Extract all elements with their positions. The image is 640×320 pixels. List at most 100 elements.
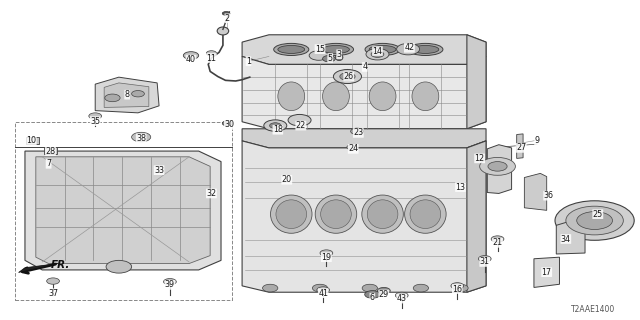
Circle shape <box>89 113 102 119</box>
Text: 1: 1 <box>246 57 251 66</box>
Text: 13: 13 <box>456 183 465 192</box>
Circle shape <box>378 287 390 294</box>
Text: 20: 20 <box>282 175 292 184</box>
Text: 30: 30 <box>224 120 234 130</box>
Circle shape <box>132 91 145 97</box>
Circle shape <box>183 52 198 59</box>
Circle shape <box>222 12 230 15</box>
Text: 15: 15 <box>315 44 325 54</box>
Ellipse shape <box>335 54 343 60</box>
Ellipse shape <box>276 200 307 228</box>
Text: 39: 39 <box>165 280 175 289</box>
Circle shape <box>320 250 333 256</box>
Text: 10: 10 <box>26 136 36 145</box>
Polygon shape <box>36 157 210 264</box>
Polygon shape <box>467 141 486 292</box>
Text: 40: 40 <box>186 55 196 64</box>
Circle shape <box>479 157 515 175</box>
Text: 33: 33 <box>154 166 164 175</box>
Text: 14: 14 <box>372 46 383 56</box>
Polygon shape <box>44 147 57 154</box>
Text: 41: 41 <box>318 289 328 298</box>
Circle shape <box>491 236 504 242</box>
Ellipse shape <box>278 82 305 111</box>
Circle shape <box>47 278 60 284</box>
Polygon shape <box>242 35 486 64</box>
Polygon shape <box>26 137 39 144</box>
Text: 35: 35 <box>90 116 100 126</box>
Text: 26: 26 <box>344 72 354 81</box>
Polygon shape <box>556 220 585 254</box>
Polygon shape <box>25 151 221 270</box>
Polygon shape <box>516 134 523 158</box>
Circle shape <box>206 51 216 56</box>
Text: 19: 19 <box>321 253 332 262</box>
Circle shape <box>106 260 132 273</box>
Polygon shape <box>19 264 58 272</box>
Text: T2AAE1400: T2AAE1400 <box>571 305 615 314</box>
Circle shape <box>577 212 612 229</box>
Circle shape <box>365 291 380 298</box>
Circle shape <box>451 283 464 289</box>
Text: 43: 43 <box>397 294 407 303</box>
Polygon shape <box>487 145 511 194</box>
Text: 23: 23 <box>353 128 364 137</box>
Circle shape <box>397 44 420 55</box>
Ellipse shape <box>367 200 398 228</box>
Text: 16: 16 <box>452 284 462 293</box>
Polygon shape <box>467 35 486 129</box>
Text: 28: 28 <box>45 147 56 156</box>
Text: 37: 37 <box>48 289 58 298</box>
Text: 7: 7 <box>46 159 51 168</box>
Text: 24: 24 <box>348 144 358 153</box>
Circle shape <box>312 284 328 292</box>
Circle shape <box>396 292 408 299</box>
Text: 12: 12 <box>475 154 484 163</box>
Ellipse shape <box>412 82 439 111</box>
Ellipse shape <box>217 27 228 35</box>
Circle shape <box>413 284 429 292</box>
Circle shape <box>347 145 357 150</box>
Ellipse shape <box>365 44 400 55</box>
Ellipse shape <box>321 200 351 228</box>
Polygon shape <box>534 257 559 287</box>
Circle shape <box>309 51 328 60</box>
Ellipse shape <box>316 195 356 233</box>
Circle shape <box>222 121 232 126</box>
Text: 29: 29 <box>379 290 389 299</box>
Text: 34: 34 <box>561 235 571 244</box>
Text: 21: 21 <box>492 238 502 247</box>
Ellipse shape <box>323 45 349 53</box>
Circle shape <box>105 94 120 102</box>
Text: 4: 4 <box>362 62 367 71</box>
Text: 3: 3 <box>337 50 342 59</box>
Ellipse shape <box>278 45 305 53</box>
Bar <box>15 122 232 300</box>
Circle shape <box>555 201 634 240</box>
Text: 6: 6 <box>370 293 375 302</box>
Circle shape <box>351 128 364 134</box>
Ellipse shape <box>274 44 309 55</box>
Text: 9: 9 <box>534 136 540 145</box>
Circle shape <box>264 120 287 131</box>
Polygon shape <box>242 56 486 129</box>
Text: 32: 32 <box>206 189 216 198</box>
Circle shape <box>288 115 311 126</box>
Polygon shape <box>104 83 149 108</box>
Circle shape <box>340 73 355 80</box>
Ellipse shape <box>408 44 443 55</box>
Circle shape <box>371 51 384 57</box>
Circle shape <box>164 278 176 285</box>
Text: 2: 2 <box>225 14 230 23</box>
Ellipse shape <box>404 195 446 233</box>
Text: 25: 25 <box>593 210 603 219</box>
Circle shape <box>566 206 623 235</box>
Circle shape <box>323 55 335 62</box>
Circle shape <box>333 69 362 84</box>
Text: 8: 8 <box>125 90 130 99</box>
Circle shape <box>269 123 281 128</box>
Circle shape <box>132 132 151 142</box>
Polygon shape <box>524 173 547 210</box>
Text: 5: 5 <box>328 53 333 62</box>
Polygon shape <box>242 129 486 148</box>
